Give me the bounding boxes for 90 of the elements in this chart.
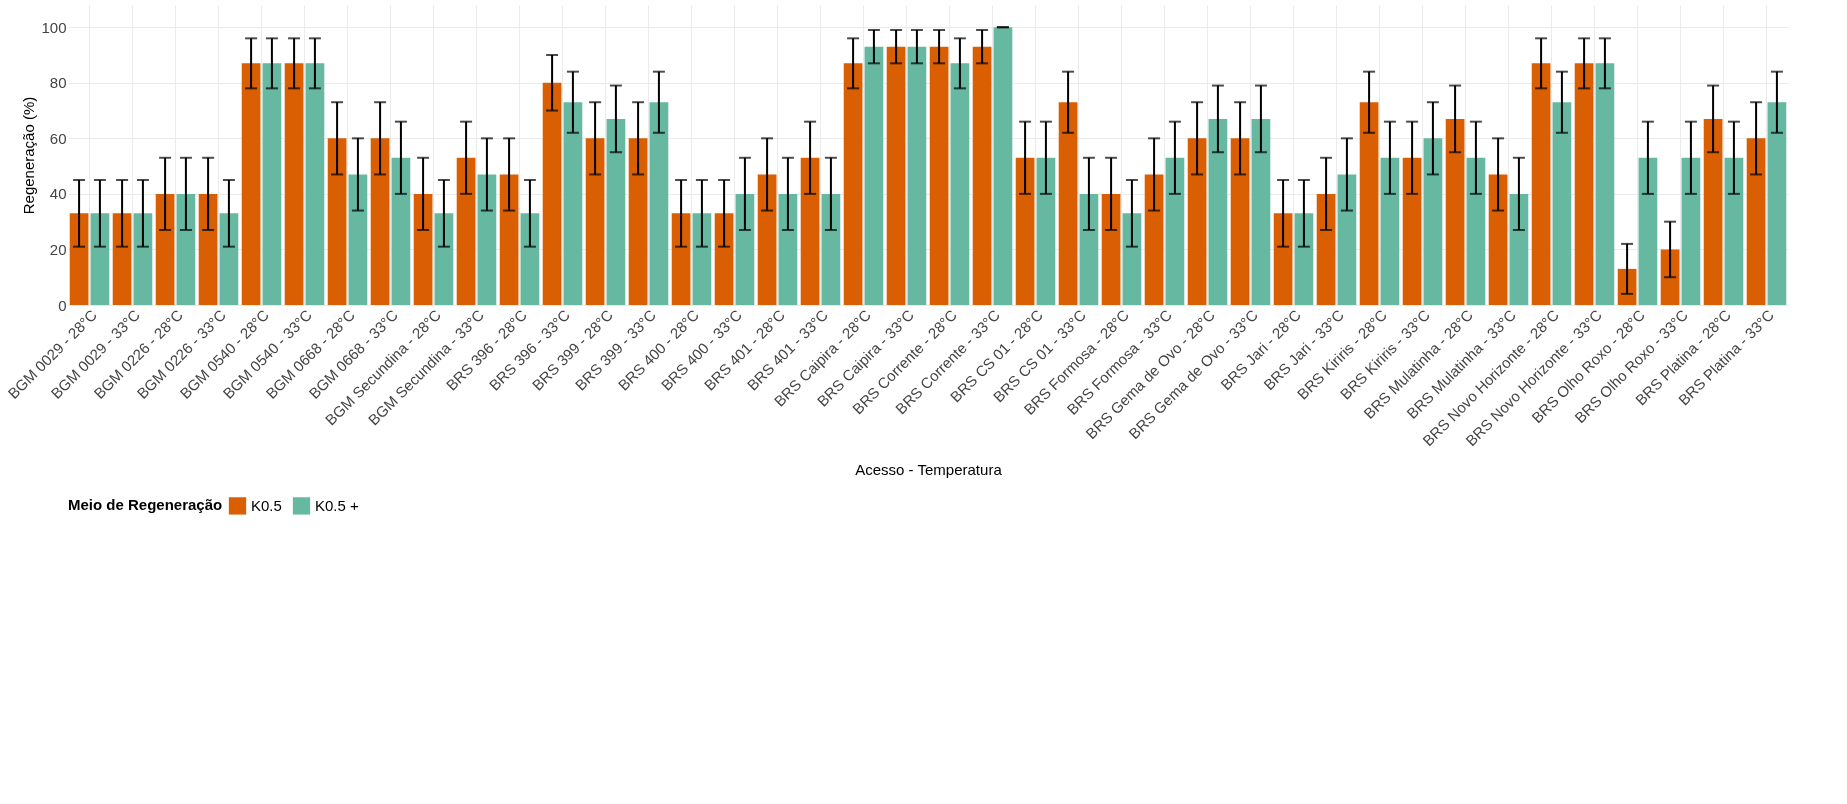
- bar: [1294, 213, 1314, 305]
- bar: [1531, 63, 1551, 305]
- y-tick-label: 100: [41, 18, 67, 36]
- bar: [219, 213, 239, 305]
- bar: [563, 102, 583, 305]
- bar: [606, 118, 626, 305]
- bar: [370, 138, 390, 305]
- bar: [176, 193, 196, 305]
- bar: [1466, 157, 1486, 305]
- bar: [1638, 157, 1658, 305]
- bar: [262, 63, 282, 305]
- y-axis-title: Regeneração (%): [20, 96, 38, 215]
- bar: [1660, 249, 1680, 305]
- bar: [413, 193, 433, 305]
- bar: [778, 193, 798, 305]
- bar: [327, 138, 347, 305]
- bar: [348, 174, 368, 305]
- y-tick-label: 20: [49, 240, 67, 258]
- legend-label: K0.5 +: [315, 496, 360, 514]
- bar: [69, 213, 89, 305]
- bar: [800, 157, 820, 305]
- bar: [1058, 102, 1078, 305]
- bar: [1703, 118, 1723, 305]
- bar: [477, 174, 497, 305]
- bar: [843, 63, 863, 305]
- bar: [1208, 118, 1228, 305]
- bar: [1079, 193, 1099, 305]
- bar: [1380, 157, 1400, 305]
- bar: [864, 46, 884, 305]
- y-tick-label: 40: [49, 185, 67, 203]
- bar: [1230, 138, 1250, 305]
- bar: [456, 157, 476, 305]
- y-tick-label: 80: [49, 74, 67, 92]
- bar: [499, 174, 519, 305]
- bar: [391, 157, 411, 305]
- bar: [155, 193, 175, 305]
- bar: [628, 138, 648, 305]
- bar: [542, 82, 562, 305]
- bar: [1488, 174, 1508, 305]
- bar: [133, 213, 153, 305]
- bar: [1036, 157, 1056, 305]
- bar: [886, 46, 906, 305]
- bar: [993, 27, 1013, 305]
- x-axis-title: Acesso - Temperatura: [855, 461, 1003, 479]
- bar: [1746, 138, 1766, 305]
- bar: [1423, 138, 1443, 305]
- bar: [90, 213, 110, 305]
- bar: [284, 63, 304, 305]
- bar: [1595, 63, 1615, 305]
- bar: [821, 193, 841, 305]
- bar: [929, 46, 949, 305]
- bar: [434, 213, 454, 305]
- bar: [1101, 193, 1121, 305]
- bar: [1251, 118, 1271, 305]
- bar: [241, 63, 261, 305]
- bar: [1767, 102, 1787, 305]
- bar: [1574, 63, 1594, 305]
- bar: [1122, 213, 1142, 305]
- bar: [1337, 174, 1357, 305]
- bar: [1681, 157, 1701, 305]
- bar: [950, 63, 970, 305]
- bar: [757, 174, 777, 305]
- bar: [649, 102, 669, 305]
- bar: [520, 213, 540, 305]
- bar: [972, 46, 992, 305]
- y-tick-label: 0: [58, 296, 67, 314]
- bar: [1402, 157, 1422, 305]
- bar: [198, 193, 218, 305]
- bar: [305, 63, 325, 305]
- bar: [692, 213, 712, 305]
- bar: [735, 193, 755, 305]
- bar: [1552, 102, 1572, 305]
- bar: [714, 213, 734, 305]
- bar: [671, 213, 691, 305]
- bar: [907, 46, 927, 305]
- bar: [1724, 157, 1744, 305]
- bar: [1509, 193, 1529, 305]
- bar: [1445, 118, 1465, 305]
- bar: [1359, 102, 1379, 305]
- bar: [1165, 157, 1185, 305]
- bar: [585, 138, 605, 305]
- legend-label: K0.5: [251, 496, 282, 514]
- bar: [1273, 213, 1293, 305]
- bar: [1144, 174, 1164, 305]
- y-tick-label: 60: [49, 129, 67, 147]
- bar: [112, 213, 132, 305]
- bar: [1015, 157, 1035, 305]
- bar: [1316, 193, 1336, 305]
- legend-title: Meio de Regeneração: [68, 496, 223, 513]
- bar: [1187, 138, 1207, 305]
